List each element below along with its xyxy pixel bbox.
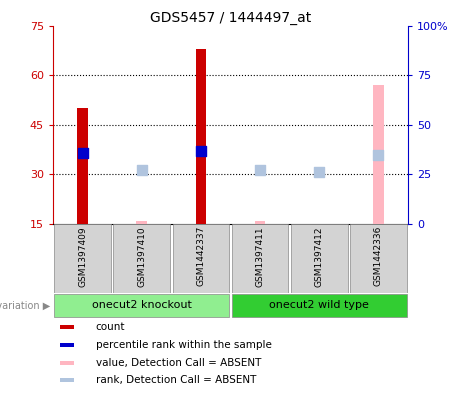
Text: count: count — [95, 322, 125, 332]
Bar — [291, 224, 348, 293]
Point — [256, 167, 264, 174]
Bar — [195, 49, 206, 224]
Text: GSM1397411: GSM1397411 — [255, 226, 265, 287]
Point — [197, 147, 205, 154]
Bar — [60, 325, 74, 329]
Point — [315, 169, 323, 176]
Bar — [113, 224, 170, 293]
Text: onecut2 knockout: onecut2 knockout — [92, 300, 192, 310]
Bar — [54, 294, 229, 317]
Text: GSM1397412: GSM1397412 — [315, 226, 324, 286]
Text: percentile rank within the sample: percentile rank within the sample — [95, 340, 272, 350]
Text: onecut2 wild type: onecut2 wild type — [269, 300, 369, 310]
Text: GSM1442336: GSM1442336 — [374, 226, 383, 286]
Bar — [255, 221, 266, 224]
Bar — [54, 224, 111, 293]
Point — [138, 167, 145, 174]
Text: rank, Detection Call = ABSENT: rank, Detection Call = ABSENT — [95, 375, 256, 385]
Bar — [77, 108, 88, 224]
Bar — [60, 343, 74, 347]
Bar — [373, 85, 384, 224]
Bar — [60, 378, 74, 382]
Text: GSM1397409: GSM1397409 — [78, 226, 87, 287]
Text: value, Detection Call = ABSENT: value, Detection Call = ABSENT — [95, 358, 261, 367]
Text: genotype/variation ▶: genotype/variation ▶ — [0, 301, 51, 310]
Bar — [232, 294, 407, 317]
Text: GSM1397410: GSM1397410 — [137, 226, 146, 287]
Text: GSM1442337: GSM1442337 — [196, 226, 206, 286]
Bar — [232, 224, 289, 293]
Title: GDS5457 / 1444497_at: GDS5457 / 1444497_at — [150, 11, 311, 24]
Bar — [136, 221, 147, 224]
Point — [79, 149, 86, 156]
Point — [375, 151, 382, 158]
Bar — [350, 224, 407, 293]
Bar — [60, 360, 74, 365]
Bar — [172, 224, 229, 293]
